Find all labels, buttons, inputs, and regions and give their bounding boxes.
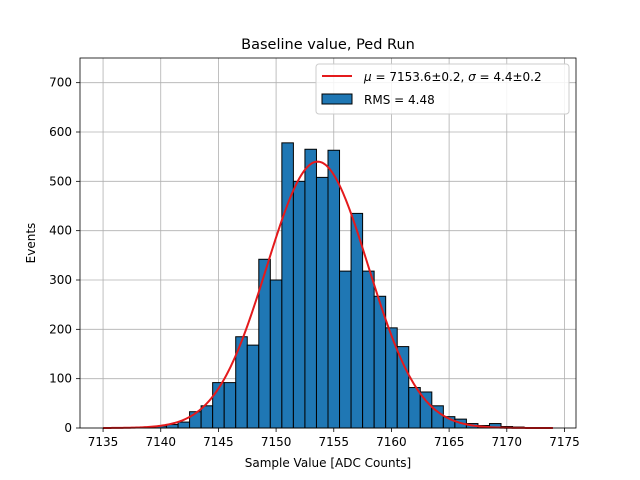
x-tick-label: 7155 [318,435,349,449]
legend-sigma-symbol: σ [468,70,476,84]
legend-box [315,63,570,115]
legend-mu-text: = 7153.6±0.2, [372,70,468,84]
legend-hist-label: RMS = 4.48 [364,93,435,107]
y-tick-label: 600 [49,125,72,139]
histogram-bar [177,421,191,429]
histogram-bar [246,344,260,429]
axes-frame [79,57,577,429]
y-tick-label: 500 [49,174,72,188]
x-tick-label: 7175 [549,435,580,449]
y-tick-label: 700 [49,76,72,90]
histogram-bar [339,270,352,429]
y-axis-label: Events [24,223,38,264]
y-tick-label: 200 [49,322,72,336]
x-tick-label: 7150 [261,435,292,449]
histogram-bar [223,382,237,429]
y-tick-label: 100 [49,372,72,386]
histogram-bars [131,142,537,429]
x-tick-label: 7145 [203,435,234,449]
legend-mu-symbol: μ [363,70,372,84]
legend-hist-swatch [321,93,353,105]
x-tick-label: 7160 [376,435,407,449]
legend-fit-label: μ = 7153.6±0.2, σ = 4.4±0.2 [363,70,542,84]
legend: μ = 7153.6±0.2, σ = 4.4±0.2 RMS = 4.48 [315,63,570,115]
histogram-bar [292,180,306,429]
histogram-bar [281,142,294,429]
legend-sigma-text: = 4.4±0.2 [476,70,542,84]
x-axis-label: Sample Value [ADC Counts] [245,456,411,470]
x-axis-ticks: 7135 7140 7145 7150 7155 7160 7165 7170 7175 [88,428,580,449]
gaussian-fit-line [103,160,553,429]
x-tick-label: 7165 [434,435,465,449]
histogram-bar [408,387,421,429]
y-tick-label: 400 [49,224,72,238]
histogram-bar [200,405,214,429]
histogram-bar [327,149,341,429]
histogram-bar [385,327,398,429]
y-axis-ticks: 0 100 200 300 400 500 600 700 [49,76,80,435]
histogram-bar [304,148,317,429]
histogram-bar [362,270,375,429]
y-tick-label: 0 [64,421,72,435]
x-tick-label: 7170 [492,435,523,449]
histogram-bar [269,279,283,429]
histogram-bar [396,346,410,429]
x-tick-label: 7135 [88,435,119,449]
histogram-bar [315,176,329,429]
y-tick-label: 300 [49,273,72,287]
x-tick-label: 7140 [145,435,176,449]
chart-title: Baseline value, Ped Run [241,37,415,53]
